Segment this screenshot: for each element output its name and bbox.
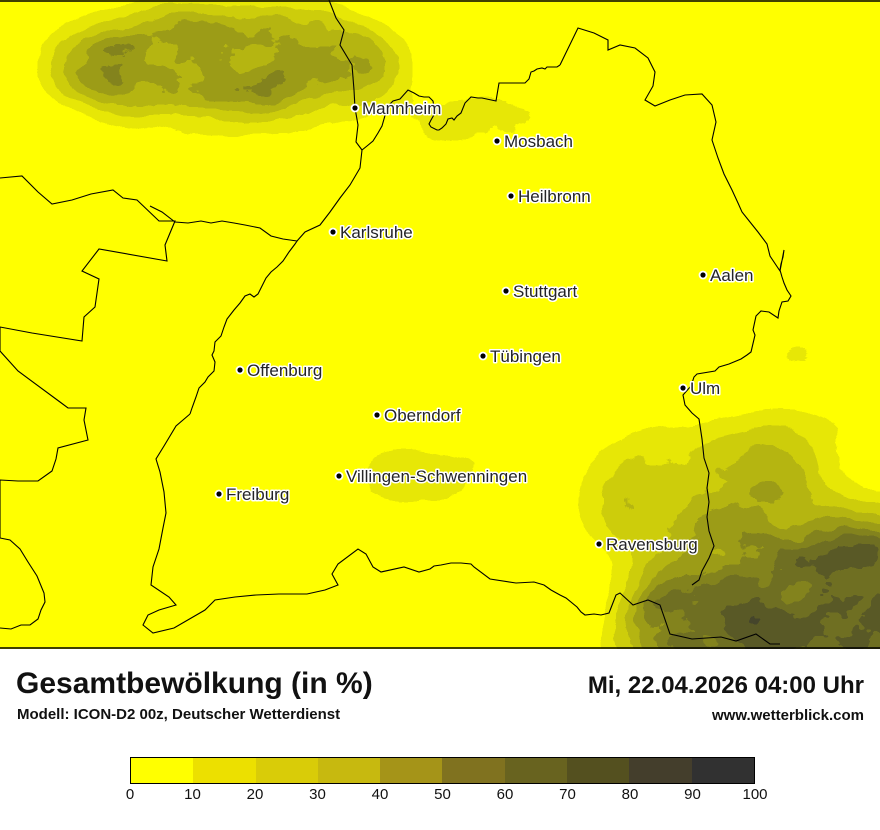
svg-text:Karlsruhe: Karlsruhe	[340, 223, 413, 242]
svg-text:Oberndorf: Oberndorf	[384, 406, 461, 425]
svg-text:Villingen-Schwenningen: Villingen-Schwenningen	[346, 467, 527, 486]
svg-text:Aalen: Aalen	[710, 266, 753, 285]
svg-text:Ulm: Ulm	[690, 379, 720, 398]
svg-text:Offenburg: Offenburg	[247, 361, 322, 380]
svg-text:Stuttgart: Stuttgart	[513, 282, 578, 301]
svg-text:Mosbach: Mosbach	[504, 132, 573, 151]
svg-text:Tübingen: Tübingen	[490, 347, 561, 366]
svg-text:Mannheim: Mannheim	[362, 99, 441, 118]
svg-text:Heilbronn: Heilbronn	[518, 187, 591, 206]
svg-text:Freiburg: Freiburg	[226, 485, 289, 504]
svg-text:Ravensburg: Ravensburg	[606, 535, 698, 554]
